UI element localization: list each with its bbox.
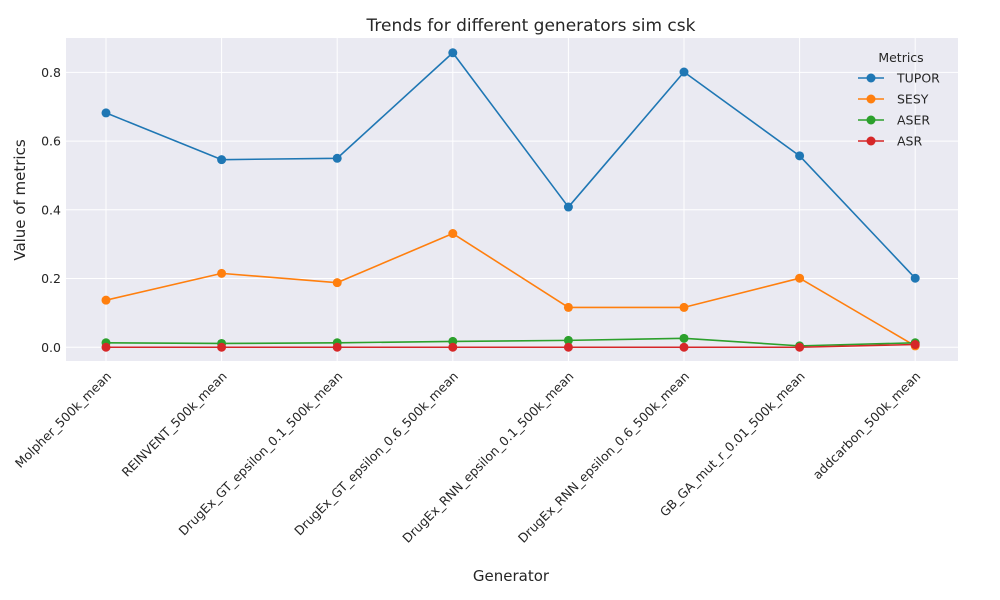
legend-marker-tupor (866, 73, 876, 83)
legend-item-tupor: TUPOR (858, 71, 940, 86)
data-point-tupor-4 (563, 202, 573, 212)
series-asr (101, 340, 920, 352)
legend-item-asr: ASR (858, 134, 922, 149)
legend-item-sesy: SESY (858, 92, 929, 107)
data-point-asr-3 (448, 342, 458, 352)
legend-marker-aser (866, 115, 876, 125)
data-point-aser-5 (679, 333, 689, 343)
y-axis-label: Value of metrics (11, 139, 29, 260)
y-tick-label-2: 0.4 (41, 202, 61, 217)
data-point-sesy-6 (795, 273, 805, 283)
data-point-asr-4 (563, 342, 573, 352)
data-point-sesy-5 (679, 302, 689, 312)
x-tick-labels: Molpher_500k_mean REINVENT_500k_meanDrugE… (12, 369, 923, 546)
data-point-asr-1 (217, 342, 227, 352)
data-point-tupor-6 (795, 151, 805, 161)
grid-lines (66, 38, 958, 361)
series-line-aser (105, 337, 916, 347)
data-point-sesy-3 (448, 229, 458, 239)
y-tick-label-1: 0.2 (41, 271, 61, 286)
data-point-sesy-0 (101, 295, 111, 305)
legend-marker-asr (866, 136, 876, 146)
legend: Metrics TUPOR SESY ASER ASR (858, 50, 940, 149)
x-axis-label: Generator (473, 567, 550, 585)
data-point-tupor-0 (101, 108, 111, 118)
legend-marker-sesy (866, 94, 876, 104)
data-point-asr-6 (795, 342, 805, 352)
data-point-sesy-2 (332, 278, 342, 288)
data-point-tupor-2 (332, 153, 342, 163)
legend-title: Metrics (878, 50, 923, 65)
legend-items: TUPOR SESY ASER ASR (858, 71, 940, 149)
data-point-tupor-3 (448, 48, 458, 58)
plot-area (66, 38, 958, 361)
series-line-asr (106, 343, 916, 349)
data-point-asr-2 (332, 342, 342, 352)
legend-label-tupor: TUPOR (896, 71, 940, 86)
data-point-asr-0 (101, 342, 111, 352)
data-point-tupor-7 (910, 273, 920, 283)
y-tick-label-3: 0.6 (41, 134, 61, 149)
data-point-tupor-5 (679, 67, 689, 77)
series-layer (101, 48, 920, 352)
series-tupor (101, 48, 920, 283)
data-point-asr-5 (679, 342, 689, 352)
y-tick-labels: 0.0 0.2 0.4 0.6 0.8 (41, 65, 61, 355)
series-line-tupor (105, 51, 916, 279)
legend-label-sesy: SESY (897, 92, 929, 107)
data-point-sesy-1 (217, 268, 227, 278)
data-point-tupor-1 (217, 155, 227, 165)
series-line-sesy (105, 232, 916, 347)
legend-label-aser: ASER (897, 113, 930, 128)
chart-title: Trends for different generators sim csk (366, 16, 696, 36)
y-tick-label-4: 0.8 (41, 65, 61, 80)
x-tick-label-7: addcarbon_500k_mean (810, 369, 924, 483)
y-tick-label-0: 0.0 (41, 340, 61, 355)
x-tick-label-1: REINVENT_500k_mean (119, 369, 230, 480)
data-point-aser-4 (563, 335, 573, 345)
legend-item-aser: ASER (858, 113, 930, 128)
data-point-sesy-4 (563, 302, 573, 312)
legend-label-asr: ASR (897, 134, 922, 149)
data-point-asr-7 (910, 340, 920, 350)
x-tick-label-0: Molpher_500k_mean (12, 369, 114, 471)
